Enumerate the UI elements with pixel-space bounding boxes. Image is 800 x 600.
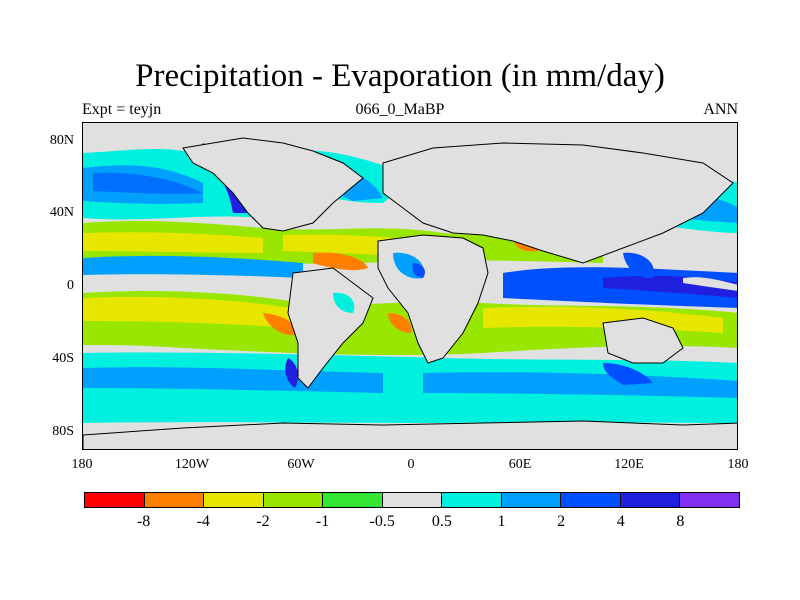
lon-label-60e: 60E (508, 457, 532, 472)
colorbar-swatch (442, 493, 502, 507)
colorbar-swatch (680, 493, 740, 507)
lat-label-80s: 80S (52, 424, 74, 439)
experiment-label: Expt = teyjn (82, 101, 162, 118)
north-america (182, 137, 364, 232)
colorbar-label: -8 (136, 513, 151, 530)
colorbar-swatch (144, 493, 205, 507)
pme-field-map (83, 123, 737, 449)
colorbar-label: 8 (676, 513, 685, 530)
south-america (287, 267, 374, 389)
lon-label-0: 0 (407, 457, 415, 472)
lon-label-180-west: 180 (71, 457, 93, 472)
lon-label-120e: 120E (614, 457, 644, 472)
colorbar-swatch (561, 493, 621, 507)
colorbar-label: -4 (196, 513, 210, 530)
colorbar-swatch (323, 493, 383, 507)
colorbar-label: 0.5 (431, 513, 452, 530)
colorbar-swatch (263, 493, 324, 507)
colorbar (84, 492, 740, 508)
colorbar-label: 2 (557, 513, 566, 530)
season-label: ANN (703, 101, 738, 118)
colorbar-swatch (382, 493, 443, 507)
colorbar-swatch (85, 493, 145, 507)
lon-label-180-east: 180 (727, 457, 749, 472)
colorbar-swatch (620, 493, 681, 507)
australia (602, 317, 684, 364)
colorbar-swatch (501, 493, 562, 507)
lon-label-120w: 120W (174, 457, 210, 472)
antarctica (83, 420, 737, 449)
lat-label-0: 0 (67, 278, 74, 293)
colorbar-label: -2 (256, 513, 270, 530)
period-label: 066_0_MaBP (355, 101, 445, 118)
lon-label-60w: 60W (287, 457, 315, 472)
lat-label-80n: 80N (49, 133, 74, 148)
lat-label-40s: 40S (52, 351, 74, 366)
continents (83, 137, 737, 449)
map-title: Precipitation - Evaporation (in mm/day) (135, 58, 665, 94)
lat-label-40n: 40N (49, 205, 74, 220)
colorbar-label: -0.5 (369, 513, 395, 530)
colorbar-swatch (204, 493, 264, 507)
colorbar-label: -1 (315, 513, 330, 530)
europe-asia (382, 142, 734, 264)
itcz-band (83, 255, 737, 308)
map-plot-area (82, 122, 738, 450)
colorbar-label: 4 (616, 513, 625, 530)
colorbar-label: 1 (497, 513, 506, 530)
land-wet-spots (333, 252, 654, 313)
